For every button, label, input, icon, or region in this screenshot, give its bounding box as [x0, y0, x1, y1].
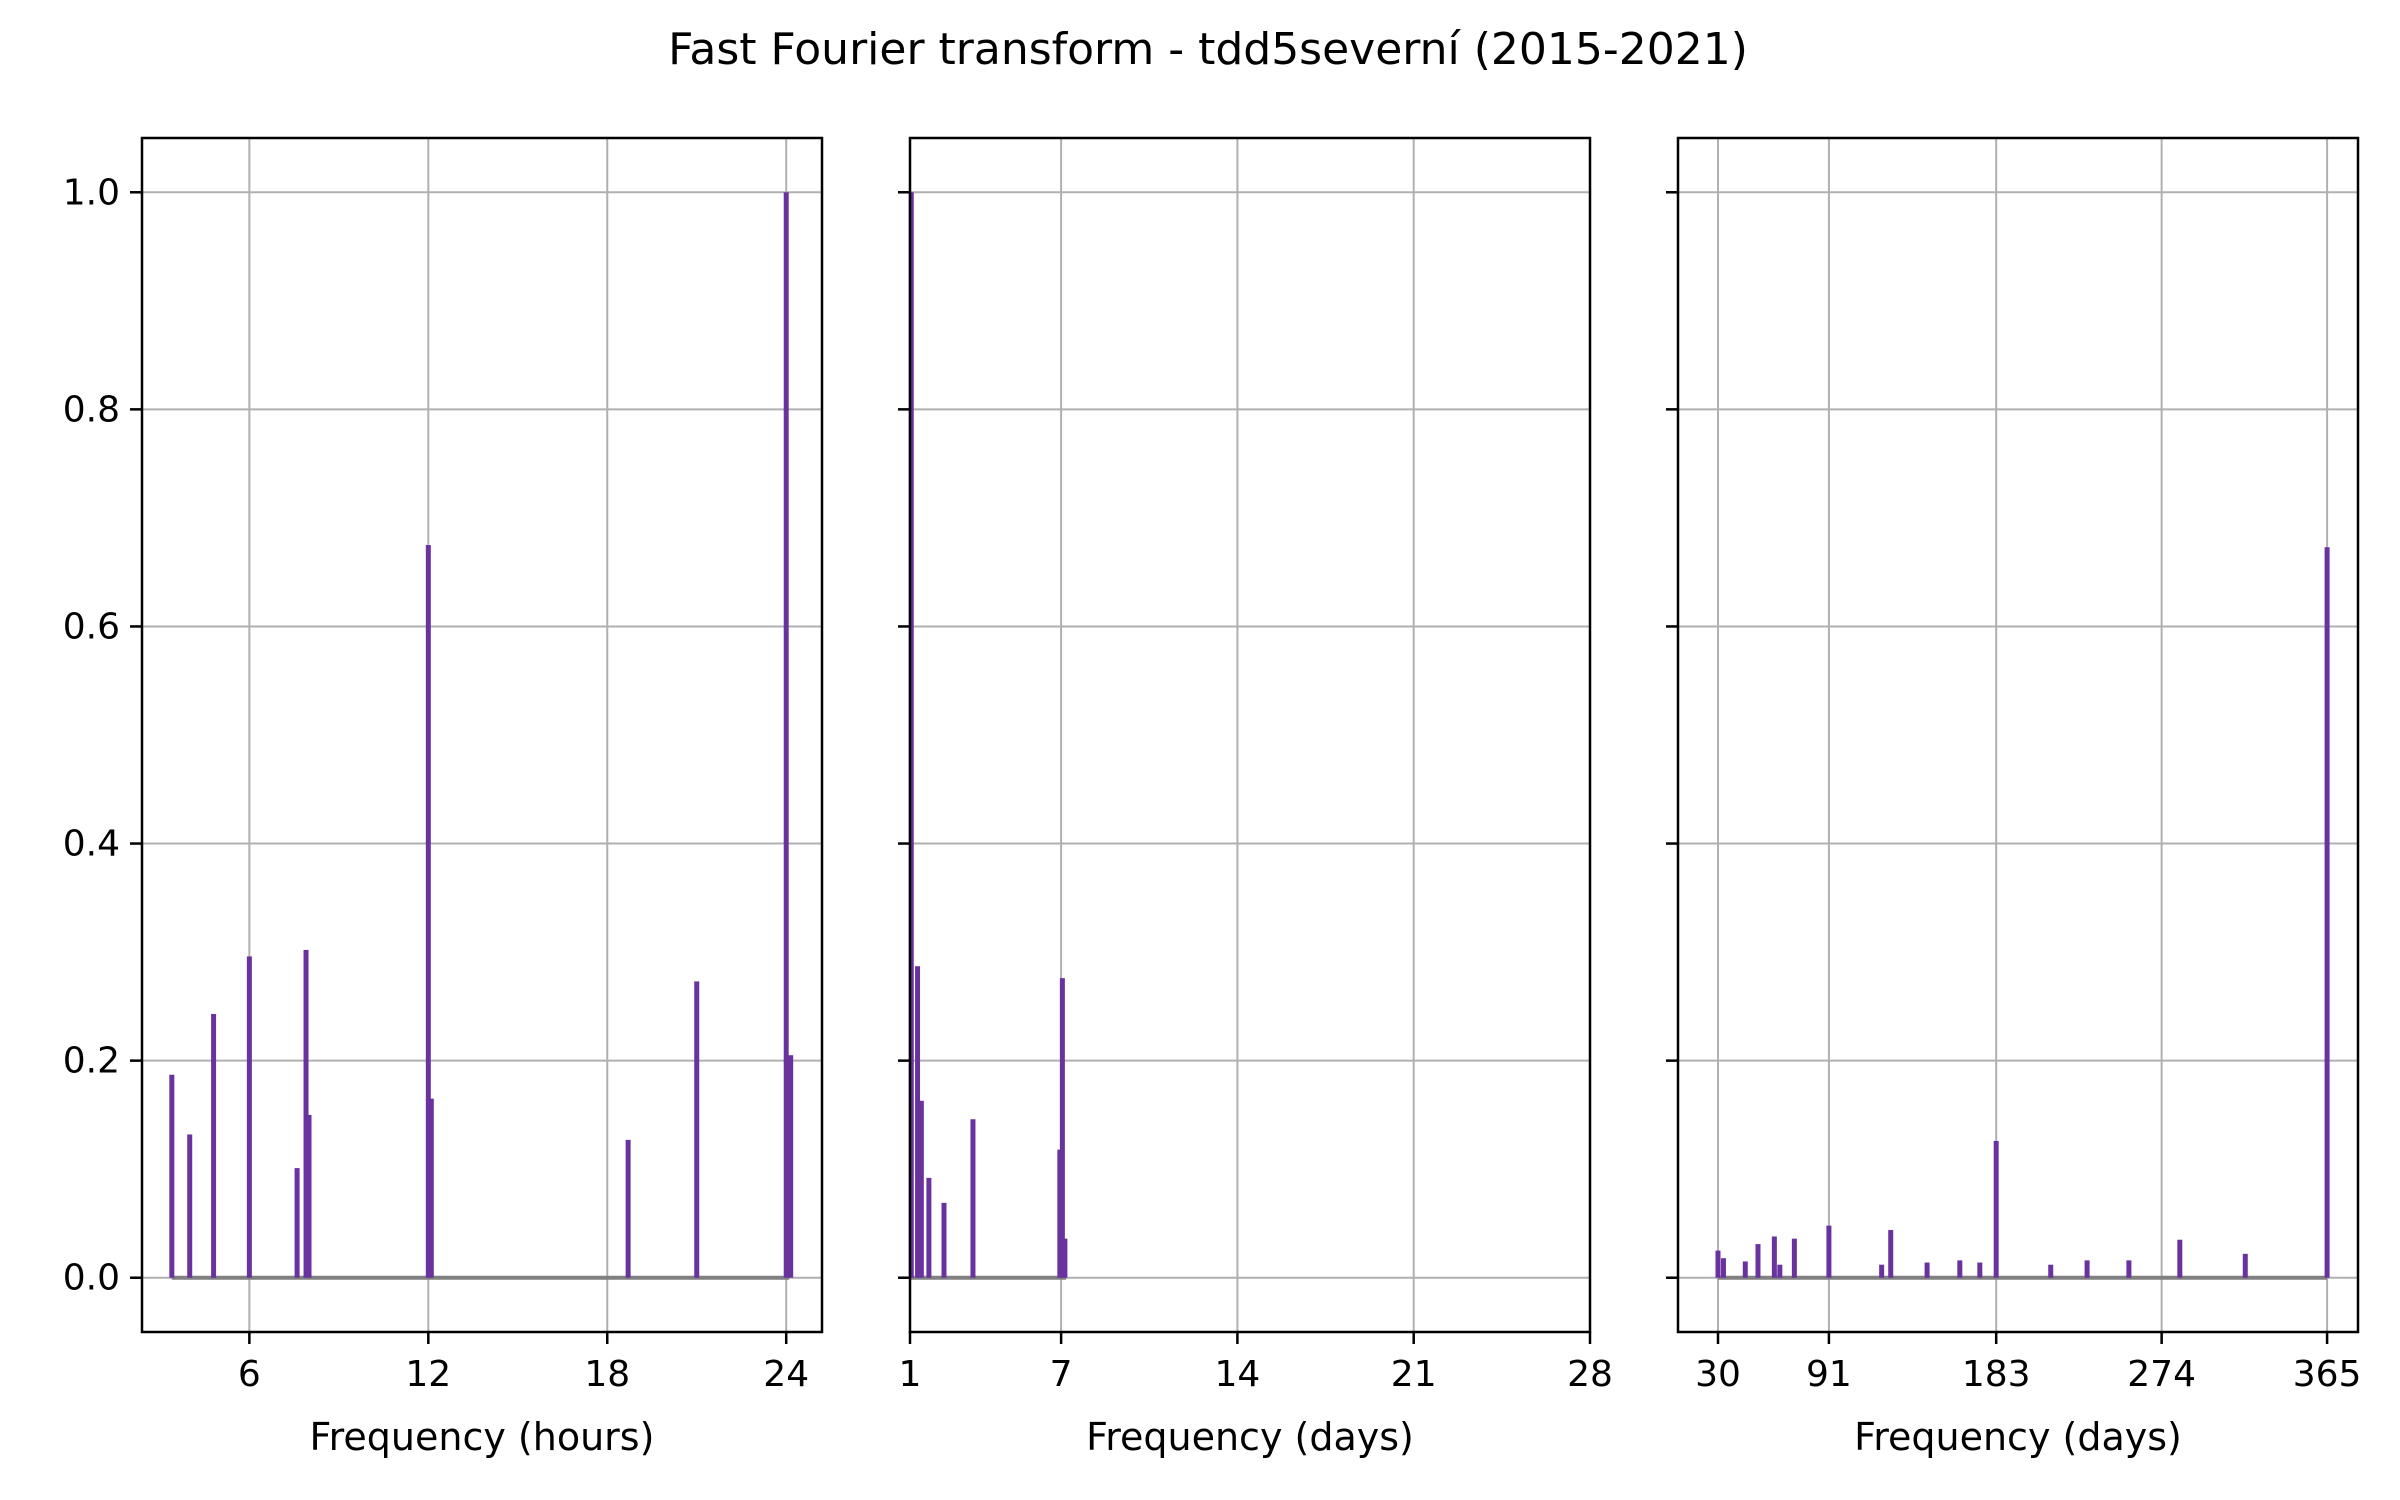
- bar: [694, 981, 700, 1278]
- bar: [918, 1100, 924, 1278]
- subplot-3: 30 91 183 274 365 Frequency (days): [1666, 136, 2362, 1459]
- bar: [306, 1114, 312, 1278]
- x-tick-label: 21: [1391, 1354, 1437, 1395]
- y-tick-label: 1.0: [63, 172, 120, 213]
- axes-frame: [140, 136, 824, 1334]
- bar: [2242, 1253, 2248, 1278]
- subplot-2: 1 7 14 21 28 Frequency (days): [898, 136, 1613, 1459]
- x-axis-label: Frequency (days): [1086, 1415, 1414, 1459]
- bar: [169, 1074, 175, 1278]
- bar: [926, 1177, 932, 1278]
- subplot-1: 0.0 0.2 0.4 0.6 0.8 1.0 6 12 18 24 Frequency (hour…: [63, 136, 824, 1459]
- x-tick-label: 30: [1695, 1354, 1741, 1395]
- bar: [1826, 1225, 1832, 1278]
- x-tick-label: 1: [899, 1354, 922, 1395]
- bar: [1057, 1149, 1063, 1278]
- bar: [788, 1055, 794, 1278]
- x-tick-label: 18: [584, 1354, 630, 1395]
- y-tick-label: 0.6: [63, 606, 120, 647]
- bar: [915, 966, 921, 1278]
- bar: [1742, 1261, 1748, 1278]
- x-tick-label: 183: [1962, 1354, 2031, 1395]
- bar: [1059, 978, 1065, 1278]
- bar: [1720, 1258, 1726, 1278]
- bar: [1977, 1262, 1983, 1278]
- bar: [783, 192, 789, 1278]
- subplots: 0.0 0.2 0.4 0.6 0.8 1.0 6 12 18 24 Frequency (hour…: [63, 136, 2362, 1459]
- x-axis-label: Frequency (hours): [310, 1415, 655, 1459]
- axes-frame: [908, 136, 1592, 1334]
- x-tick-label: 28: [1567, 1354, 1613, 1395]
- bar: [908, 192, 914, 1278]
- bar: [1888, 1229, 1894, 1278]
- bar: [2177, 1239, 2183, 1278]
- bar: [2048, 1264, 2054, 1278]
- bar: [1791, 1238, 1797, 1278]
- x-tick-label: 6: [238, 1354, 261, 1395]
- bar: [625, 1139, 631, 1278]
- bar: [1755, 1244, 1761, 1278]
- bar: [2084, 1260, 2090, 1278]
- bar: [246, 956, 252, 1278]
- bar: [1777, 1264, 1783, 1278]
- y-tick-label: 0.4: [63, 824, 120, 865]
- bar: [1771, 1236, 1777, 1278]
- bar: [1957, 1260, 1963, 1278]
- bar: [211, 1013, 217, 1278]
- x-tick-label: 24: [763, 1354, 809, 1395]
- axes-frame: [1676, 136, 2360, 1334]
- x-tick-label: 365: [2293, 1354, 2362, 1395]
- bar: [1715, 1250, 1721, 1278]
- bar: [294, 1168, 300, 1278]
- bar: [941, 1202, 947, 1278]
- y-tick-label: 0.8: [63, 389, 120, 430]
- bar: [1993, 1140, 1999, 1278]
- x-tick-label: 12: [405, 1354, 451, 1395]
- y-tick-label: 0.0: [63, 1258, 120, 1299]
- x-tick-label: 91: [1806, 1354, 1852, 1395]
- x-tick-label: 14: [1215, 1354, 1261, 1395]
- x-tick-label: 7: [1050, 1354, 1073, 1395]
- x-axis-label: Frequency (days): [1854, 1415, 2182, 1459]
- x-tick-label: 274: [2127, 1354, 2196, 1395]
- bar: [970, 1119, 976, 1278]
- bar: [187, 1134, 193, 1278]
- bar: [1924, 1262, 1930, 1278]
- bar: [1062, 1238, 1068, 1278]
- bar: [428, 1098, 434, 1278]
- bar: [425, 545, 431, 1278]
- chart-title: Fast Fourier transform - tdd5severní (20…: [668, 24, 1748, 75]
- bar: [1879, 1264, 1885, 1278]
- bar: [2126, 1260, 2132, 1278]
- bar: [303, 949, 309, 1278]
- bar: [2324, 547, 2330, 1278]
- y-tick-label: 0.2: [63, 1041, 120, 1082]
